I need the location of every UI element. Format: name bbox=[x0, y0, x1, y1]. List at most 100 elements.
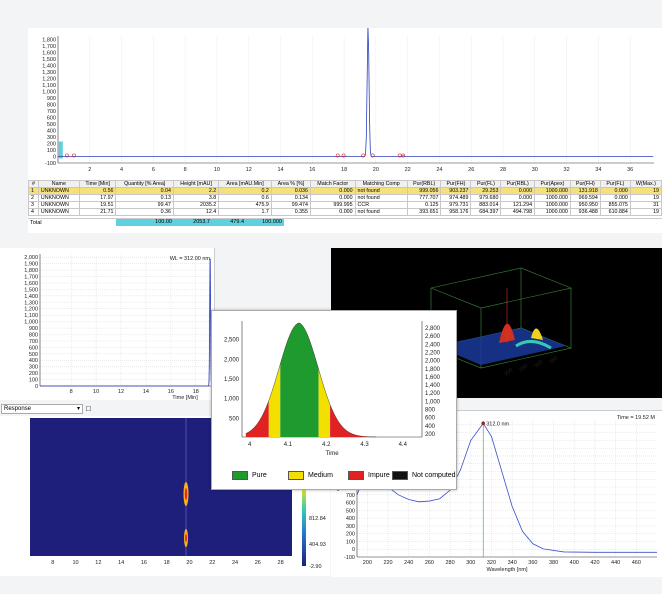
top-y-tick-label: 600 bbox=[47, 115, 56, 121]
spectrum-y-tick-label: 700 bbox=[346, 493, 355, 499]
spectrum-y-tick-label: 300 bbox=[346, 524, 355, 530]
table-cell: 0.036 bbox=[270, 187, 311, 195]
mid-x-tick-label: 8 bbox=[70, 389, 73, 395]
spectrum-y-tick-label: 200 bbox=[346, 532, 355, 538]
table-cell: 31 bbox=[629, 201, 662, 209]
top-chromatogram-chart[interactable]: 1,8001,7001,6001,5001,4001,3001,2001,100… bbox=[28, 28, 662, 178]
table-cell: 999.995 bbox=[309, 201, 356, 209]
top-x-tick-label: 14 bbox=[277, 167, 283, 173]
results-header-cell[interactable]: Area % [%] bbox=[270, 180, 311, 188]
response-dropdown[interactable]: Response ▾ bbox=[1, 404, 83, 414]
table-cell: 950.950 bbox=[569, 201, 601, 209]
results-header-cell[interactable]: Pur(FL) bbox=[470, 180, 502, 188]
results-header-cell[interactable]: # bbox=[28, 180, 39, 188]
table-cell: 0.2 bbox=[218, 187, 272, 195]
spectrum-peak-label: 312.0 nm bbox=[486, 421, 509, 427]
table-cell: 19 bbox=[629, 208, 662, 216]
mid-y-tick-label: 1,300 bbox=[24, 300, 38, 306]
top-x-tick-label: 32 bbox=[564, 167, 570, 173]
spectrum-x-tick-label: 380 bbox=[549, 560, 558, 566]
purity-y-left-tick-label: 2,500 bbox=[224, 338, 240, 344]
top-x-tick-label: 24 bbox=[436, 167, 442, 173]
mid-grid bbox=[40, 254, 212, 387]
purity-y-right-tick-label: 2,800 bbox=[425, 326, 441, 332]
purity-legend-swatch bbox=[348, 471, 364, 480]
top-y-tick-label: 200 bbox=[47, 141, 56, 147]
chevron-down-icon: ▾ bbox=[76, 406, 80, 412]
results-header-cell[interactable]: Quantity [% Area] bbox=[115, 180, 174, 188]
table-cell: 1 bbox=[28, 187, 39, 195]
results-header-cell[interactable]: Pur(FL) bbox=[599, 180, 631, 188]
peak-marker bbox=[335, 153, 340, 158]
results-header-cell[interactable]: Height [mAU] bbox=[172, 180, 220, 188]
table-cell: 958.176 bbox=[440, 208, 472, 216]
results-header-cell[interactable]: Match Factor bbox=[309, 180, 356, 188]
table-cell: 0.125 bbox=[406, 201, 442, 209]
spectrum-time-label: Time = 19.52 M bbox=[617, 415, 656, 421]
mid-x-tick-label: 10 bbox=[93, 389, 99, 395]
results-header-cell[interactable]: Pur(FH) bbox=[569, 180, 601, 188]
top-y-tick-label: 1,300 bbox=[42, 70, 56, 76]
top-y-tick-label: 300 bbox=[47, 135, 56, 141]
table-cell: 3 bbox=[28, 201, 39, 209]
table-cell: 903.237 bbox=[440, 187, 472, 195]
table-cell: 12.4 bbox=[172, 208, 220, 216]
table-cell: 979.731 bbox=[440, 201, 472, 209]
results-header-cell[interactable]: Name bbox=[37, 180, 80, 188]
total-area: 479.4 bbox=[212, 219, 246, 226]
top-chromatogram-panel: 1,800 1,700 1,600 1,500 1,400 1,300 1,200 1,100… bbox=[28, 28, 662, 233]
results-table[interactable]: # Name Time [Min] Quantity [% Area] Height [… bbox=[28, 180, 662, 216]
top-x-tick-label: 10 bbox=[214, 167, 220, 173]
purity-y-right-tick-label: 1,200 bbox=[425, 391, 441, 397]
3d-surface-view[interactable]: 200 250 300 350 bbox=[331, 248, 662, 398]
table-cell: 974.489 bbox=[440, 194, 472, 202]
table-cell: 0.04 bbox=[115, 187, 174, 195]
peak-marker bbox=[361, 153, 366, 158]
results-header-cell[interactable]: Pur(Apex) bbox=[534, 180, 571, 188]
spectrum-y-tick-label: -100 bbox=[344, 555, 355, 561]
mid-y-tick-label: 0 bbox=[35, 384, 38, 390]
table-cell: 19 bbox=[629, 194, 662, 202]
contour-peak-core bbox=[184, 488, 188, 500]
top-x-tick-label: 4 bbox=[120, 167, 123, 173]
3d-box-top bbox=[430, 267, 573, 309]
peak-purity-popup[interactable]: 2,500 2,000 1,500 1,000 500 2,800 2,600 2,400 2,… bbox=[211, 310, 457, 490]
spectrum-y-tick-label: 0 bbox=[352, 547, 355, 553]
purity-band-medium bbox=[268, 363, 281, 437]
spectrum-y-tick-label: 600 bbox=[346, 501, 355, 507]
results-header-cell[interactable]: Pur(FH) bbox=[440, 180, 472, 188]
results-header-cell[interactable]: W(Max.) bbox=[629, 180, 662, 188]
table-cell: 684.397 bbox=[470, 208, 502, 216]
top-y-tick-label: 100 bbox=[47, 148, 56, 154]
table-cell: 1000.000 bbox=[534, 201, 571, 209]
purity-peak-outline bbox=[245, 322, 377, 438]
purity-y-right-tick-label: 800 bbox=[425, 408, 436, 414]
contour-x-tick-label: 12 bbox=[95, 560, 101, 566]
table-row[interactable]: 3 UNKNOWN 19.51 99.47 2035.2 475.9 99.474 999.9… bbox=[28, 201, 662, 209]
table-cell: 19.51 bbox=[78, 201, 117, 209]
purity-legend-label: Not computed bbox=[412, 472, 456, 479]
mid-y-tick-label: 1,500 bbox=[24, 287, 38, 293]
colorbar-tick-label: 812.84 bbox=[309, 516, 326, 522]
purity-legend-item: Medium bbox=[288, 471, 333, 480]
table-row[interactable]: 2 UNKNOWN 17.97 0.13 3.8 0.6 0.134 0.000 not fou… bbox=[28, 194, 662, 202]
mid-x-tick-label: 16 bbox=[168, 389, 174, 395]
wl-label: WL = 312.00 nm bbox=[170, 256, 211, 262]
results-header-cell[interactable]: Pur(RBL) bbox=[500, 180, 536, 188]
results-header-cell[interactable]: Matching Comp bbox=[354, 180, 408, 188]
table-cell: 0.000 bbox=[309, 187, 356, 195]
table-cell: 0.6 bbox=[218, 194, 272, 202]
mid-chromatogram-chart[interactable]: 2,0001,9001,8001,7001,6001,5001,4001,300… bbox=[0, 248, 214, 401]
table-row[interactable]: 1 UNKNOWN 0.56 0.04 2.2 0.2 0.036 0.000 not foun… bbox=[28, 187, 662, 195]
purity-y-left-tick-label: 1,500 bbox=[224, 377, 240, 383]
results-header-cell[interactable]: Pur(RBL) bbox=[406, 180, 442, 188]
purity-y-left-tick-label: 1,000 bbox=[224, 397, 240, 403]
table-row[interactable]: 4 UNKNOWN 21.71 0.36 12.4 1.7 0.355 0.000 not fo… bbox=[28, 208, 662, 216]
results-header-cell[interactable]: Time [Min] bbox=[78, 180, 117, 188]
3d-axis-tick-label: 350 bbox=[548, 355, 559, 366]
results-header-cell[interactable]: Area [mAU.Min] bbox=[218, 180, 272, 188]
top-x-tick-label: 12 bbox=[246, 167, 252, 173]
spectrum-chart[interactable]: 1,6001,5001,4001,3001,2001,1001,00090080… bbox=[331, 411, 662, 577]
contour-peak-core bbox=[185, 534, 187, 542]
export-icon[interactable]: □ bbox=[86, 404, 91, 413]
